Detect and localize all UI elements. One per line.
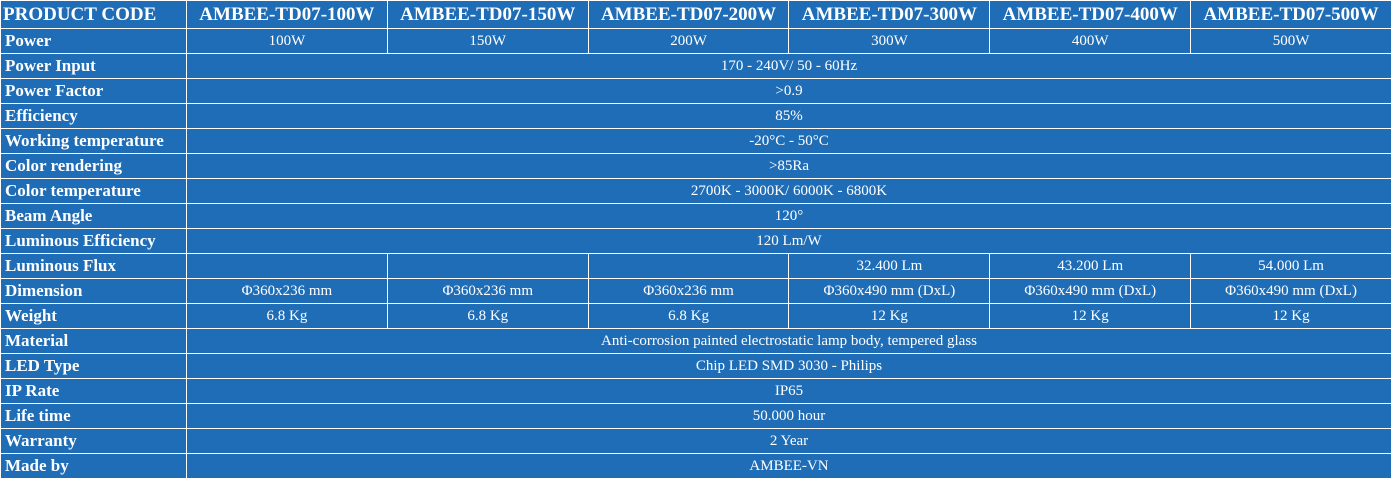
table-row: Efficiency 85% <box>0 103 1392 129</box>
cell: 200W <box>587 28 790 54</box>
table-row: IP Rate IP65 <box>0 378 1392 404</box>
row-label: Weight <box>0 303 187 329</box>
row-label: Material <box>0 328 187 354</box>
header-cell: AMBEE-TD07-300W <box>788 0 991 29</box>
header-cell: AMBEE-TD07-200W <box>587 0 790 29</box>
table-body: Power 100W 150W 200W 300W 400W 500W Power Input… <box>0 28 1392 479</box>
cell: 6.8 Kg <box>386 303 589 329</box>
header-row: PRODUCT CODE AMBEE-TD07-100W AMBEE-TD07-15… <box>0 0 1392 29</box>
table-row: Working temperature -20°C - 50°C <box>0 128 1392 154</box>
cell: 500W <box>1190 28 1392 54</box>
merged-cell: 120° <box>186 203 1392 229</box>
cell: Φ360x236 mm <box>587 278 790 304</box>
header-cell: AMBEE-TD07-500W <box>1190 0 1392 29</box>
merged-cell: -20°C - 50°C <box>186 128 1392 154</box>
table-row: Material Anti-corrosion painted electrost… <box>0 328 1392 354</box>
table-row: Luminous Efficiency 120 Lm/W <box>0 228 1392 254</box>
empty-cell <box>386 253 589 279</box>
merged-cell: AMBEE-VN <box>186 453 1392 479</box>
merged-cell: Anti-corrosion painted electrostatic lam… <box>186 328 1392 354</box>
cell: 6.8 Kg <box>587 303 790 329</box>
merged-cell: 50.000 hour <box>186 403 1392 429</box>
row-label: IP Rate <box>0 378 187 404</box>
row-label: Power Input <box>0 53 187 79</box>
cell: 12 Kg <box>1190 303 1392 329</box>
table-row: Made by AMBEE-VN <box>0 453 1392 479</box>
merged-cell: >85Ra <box>186 153 1392 179</box>
cell: 6.8 Kg <box>186 303 388 329</box>
table-row: Power 100W 150W 200W 300W 400W 500W <box>0 28 1392 54</box>
cell: Φ360x490 mm (DxL) <box>1190 278 1392 304</box>
row-label: Color temperature <box>0 178 187 204</box>
table-row: Warranty 2 Year <box>0 428 1392 454</box>
merged-cell: 2700K - 3000K/ 6000K - 6800K <box>186 178 1392 204</box>
cell: 32.400 Lm <box>788 253 991 279</box>
cell: 54.000 Lm <box>1190 253 1392 279</box>
merged-cell: 170 - 240V/ 50 - 60Hz <box>186 53 1392 79</box>
row-label: Luminous Efficiency <box>0 228 187 254</box>
table-row: Beam Angle 120° <box>0 203 1392 229</box>
merged-cell: >0.9 <box>186 78 1392 104</box>
table-row: Life time 50.000 hour <box>0 403 1392 429</box>
cell: Φ360x236 mm <box>186 278 388 304</box>
table-row: Color temperature 2700K - 3000K/ 6000K - … <box>0 178 1392 204</box>
table-head: PRODUCT CODE AMBEE-TD07-100W AMBEE-TD07-15… <box>0 0 1392 29</box>
cell: 12 Kg <box>788 303 991 329</box>
cell: Φ360x490 mm (DxL) <box>989 278 1192 304</box>
cell: 300W <box>788 28 991 54</box>
row-label: Efficiency <box>0 103 187 129</box>
row-label: Warranty <box>0 428 187 454</box>
row-label: Working temperature <box>0 128 187 154</box>
table-row: Power Input 170 - 240V/ 50 - 60Hz <box>0 53 1392 79</box>
row-label: LED Type <box>0 353 187 379</box>
row-label: Power Factor <box>0 78 187 104</box>
cell: 400W <box>989 28 1192 54</box>
cell: Φ360x236 mm <box>386 278 589 304</box>
table-row: Power Factor >0.9 <box>0 78 1392 104</box>
row-label: Color rendering <box>0 153 187 179</box>
header-cell: AMBEE-TD07-400W <box>989 0 1192 29</box>
cell: Φ360x490 mm (DxL) <box>788 278 991 304</box>
table-row: Color rendering >85Ra <box>0 153 1392 179</box>
table-row: Dimension Φ360x236 mm Φ360x236 mm Φ360x236 … <box>0 278 1392 304</box>
cell: 100W <box>186 28 388 54</box>
header-cell: AMBEE-TD07-150W <box>386 0 589 29</box>
header-cell: AMBEE-TD07-100W <box>186 0 388 29</box>
cell: 43.200 Lm <box>989 253 1192 279</box>
empty-cell <box>186 253 388 279</box>
table-row: Weight 6.8 Kg 6.8 Kg 6.8 Kg 12 Kg 12 Kg 12 Kg <box>0 303 1392 329</box>
cell: 150W <box>386 28 589 54</box>
table-row: Luminous Flux 32.400 Lm 43.200 Lm 54.000 Lm <box>0 253 1392 279</box>
merged-cell: 2 Year <box>186 428 1392 454</box>
row-label: Luminous Flux <box>0 253 187 279</box>
empty-cell <box>587 253 790 279</box>
row-label: Beam Angle <box>0 203 187 229</box>
row-label: Made by <box>0 453 187 479</box>
cell: 12 Kg <box>989 303 1192 329</box>
header-label: PRODUCT CODE <box>0 0 187 29</box>
merged-cell: Chip LED SMD 3030 - Philips <box>186 353 1392 379</box>
table-row: LED Type Chip LED SMD 3030 - Philips <box>0 353 1392 379</box>
row-label: Life time <box>0 403 187 429</box>
merged-cell: IP65 <box>186 378 1392 404</box>
row-label: Dimension <box>0 278 187 304</box>
merged-cell: 85% <box>186 103 1392 129</box>
row-label: Power <box>0 28 187 54</box>
merged-cell: 120 Lm/W <box>186 228 1392 254</box>
